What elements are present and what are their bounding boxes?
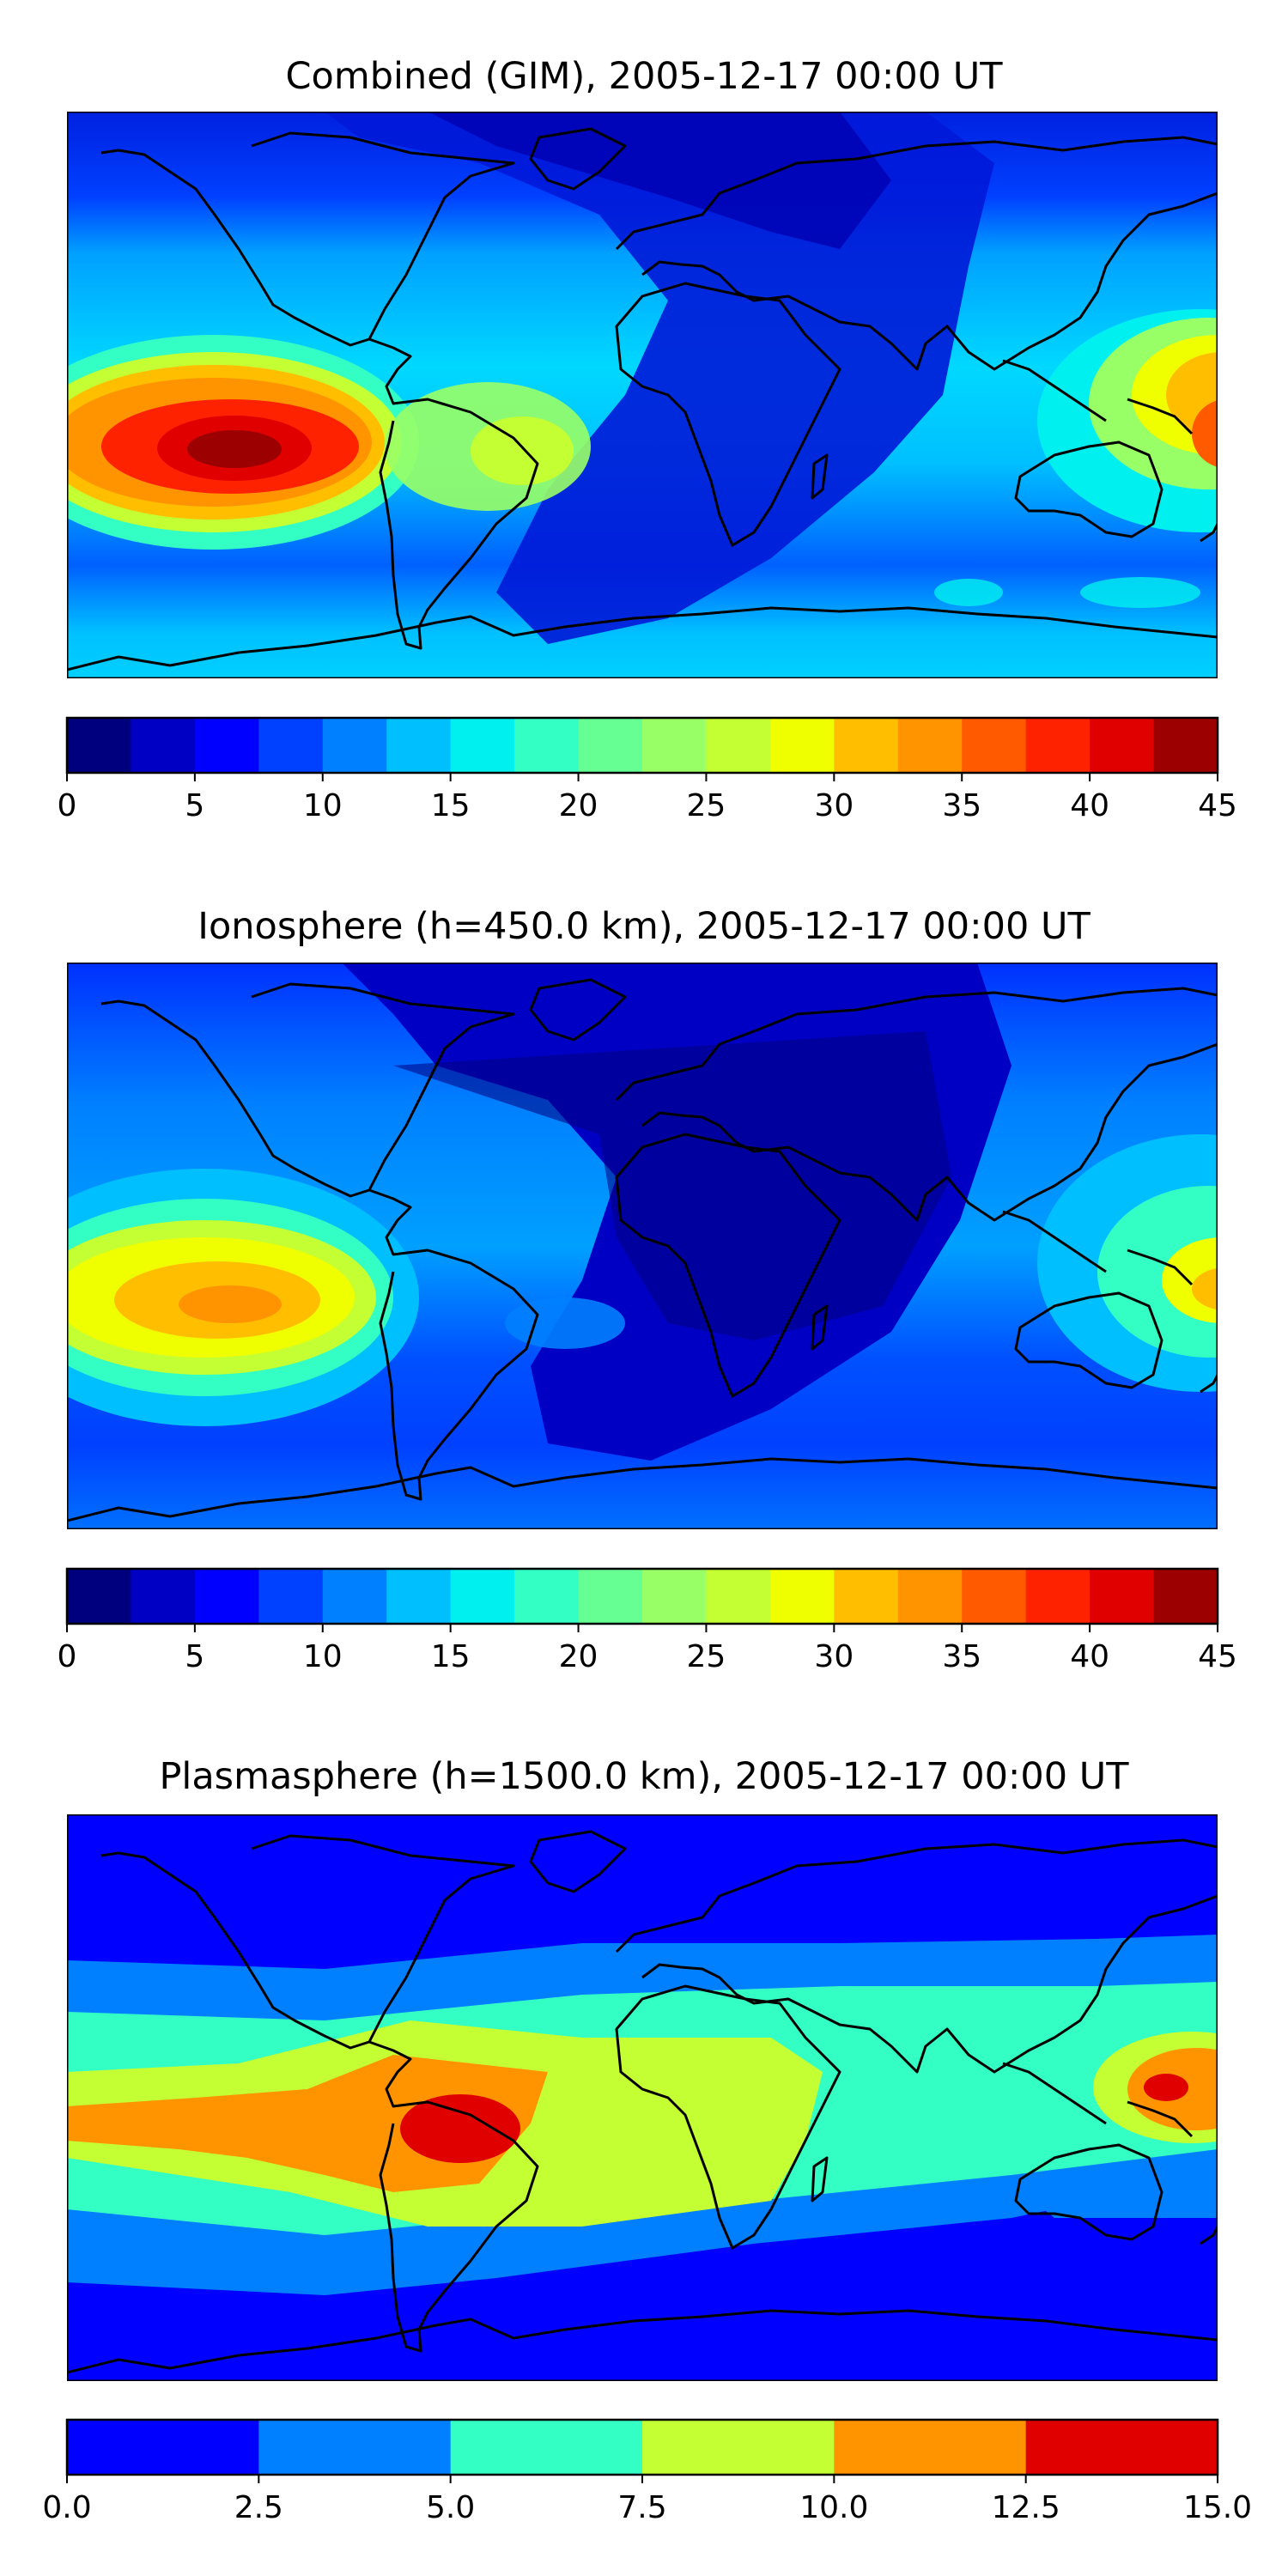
colorbar-tick-label: 2.5 — [234, 2490, 283, 2525]
colorbar-swatch — [194, 1569, 259, 1624]
colorbar-tick-label: 45 — [1198, 1639, 1237, 1674]
colorbar-tick-label: 15.0 — [1183, 2490, 1252, 2525]
colorbar-tick-label: 15 — [431, 1639, 471, 1674]
colorbar-swatch — [450, 718, 515, 773]
colorbar-swatch — [706, 718, 771, 773]
colorbar-swatch — [578, 1569, 643, 1624]
colorbar-tick-label: 40 — [1070, 1639, 1109, 1674]
colorbar-swatch — [258, 1569, 324, 1624]
colorbar-tick-label: 15 — [431, 788, 471, 823]
colorbar-swatch — [322, 1569, 387, 1624]
colorbar-plasmasphere: 0.0 2.5 5.0 7.5 10.0 12.5 15.0 — [42, 2418, 1252, 2525]
panel-title-ionosphere: Ionosphere (h=450.0 km), 2005-12-17 00:0… — [197, 905, 1091, 948]
colorbar-tick-label: 7.5 — [617, 2490, 666, 2525]
colorbar-swatch — [706, 1569, 771, 1624]
colorbar-swatch — [514, 718, 580, 773]
colorbar-swatch — [386, 718, 452, 773]
colorbar-swatch — [450, 2420, 643, 2475]
colorbar-tick-label: 10 — [303, 788, 343, 823]
colorbar-swatch — [642, 718, 708, 773]
colorbar-swatch — [322, 718, 387, 773]
colorbar-swatch — [1025, 2420, 1218, 2475]
colorbar-swatch — [1025, 718, 1091, 773]
colorbar-swatch — [834, 1569, 899, 1624]
panel-title-combined: Combined (GIM), 2005-12-17 00:00 UT — [285, 55, 1003, 98]
colorbar-swatch — [897, 1569, 963, 1624]
colorbar-tick-label: 25 — [687, 788, 726, 823]
colorbar-swatch — [258, 2420, 452, 2475]
colorbar-tick-label: 10 — [303, 1639, 343, 1674]
map-ionosphere — [67, 963, 1218, 1529]
colorbar-tick-label: 25 — [687, 1639, 726, 1674]
colorbar-swatch — [962, 718, 1027, 773]
colorbar-tick-label: 20 — [559, 1639, 598, 1674]
colorbar-tick-label: 35 — [942, 1639, 981, 1674]
colorbar-tick-label: 20 — [559, 788, 598, 823]
map-combined — [67, 112, 1218, 678]
map-plasmasphere — [67, 1814, 1218, 2381]
colorbar-tick-label: 10.0 — [799, 2490, 868, 2525]
colorbar-swatch — [642, 2420, 835, 2475]
colorbar-tick-label: 45 — [1198, 788, 1237, 823]
colorbar-swatch — [1025, 1569, 1091, 1624]
colorbar-swatch — [67, 718, 132, 773]
colorbar-tick-label: 35 — [942, 788, 981, 823]
colorbar-swatch — [1153, 1569, 1218, 1624]
colorbar-frame — [65, 1567, 1219, 1625]
colorbar-swatch — [386, 1569, 452, 1624]
colorbar-tick-label: 40 — [1070, 788, 1109, 823]
colorbar-swatch — [258, 718, 324, 773]
colorbar-combined: 0 5 10 15 20 25 30 35 40 45 — [58, 716, 1237, 823]
colorbar-swatch — [194, 718, 259, 773]
colorbar-tick-label: 5 — [185, 1639, 204, 1674]
colorbar-tick-label: 30 — [814, 788, 854, 823]
colorbar-frame — [65, 716, 1219, 775]
colorbar-tick-label: 0.0 — [42, 2490, 91, 2525]
colorbar-swatch — [67, 1569, 132, 1624]
colorbar-swatch — [131, 718, 196, 773]
colorbar-swatch — [1090, 718, 1155, 773]
colorbar-swatch — [897, 718, 963, 773]
colorbar-swatch — [769, 718, 835, 773]
colorbar-swatch — [67, 2420, 259, 2475]
colorbar-swatch — [514, 1569, 580, 1624]
colorbar-ionosphere: 0 5 10 15 20 25 30 35 40 45 — [58, 1567, 1237, 1674]
colorbar-swatch — [642, 1569, 708, 1624]
colorbar-swatch — [834, 2420, 1027, 2475]
colorbar-swatch — [578, 718, 643, 773]
colorbar-tick-label: 0 — [58, 788, 77, 823]
colorbar-tick-label: 5.0 — [426, 2490, 475, 2525]
colorbar-swatch — [1153, 718, 1218, 773]
colorbar-tick-label: 5 — [185, 788, 204, 823]
colorbar-swatch — [131, 1569, 196, 1624]
colorbar-swatch — [1090, 1569, 1155, 1624]
colorbar-tick-label: 12.5 — [992, 2490, 1060, 2525]
colorbar-tick-label: 0 — [58, 1639, 77, 1674]
colorbar-swatch — [834, 718, 899, 773]
colorbar-tick-label: 30 — [814, 1639, 854, 1674]
colorbar-swatch — [962, 1569, 1027, 1624]
colorbar-swatch — [450, 1569, 515, 1624]
panel-title-plasmasphere: Plasmasphere (h=1500.0 km), 2005-12-17 0… — [159, 1755, 1129, 1798]
colorbar-swatch — [769, 1569, 835, 1624]
